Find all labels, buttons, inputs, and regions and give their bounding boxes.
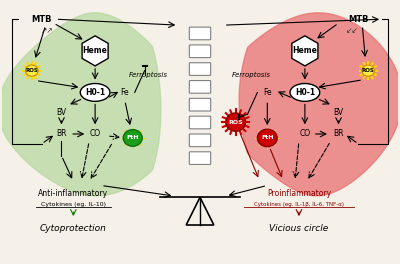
FancyBboxPatch shape bbox=[189, 134, 211, 147]
Text: Vicious circle: Vicious circle bbox=[269, 224, 328, 233]
FancyBboxPatch shape bbox=[189, 63, 211, 76]
FancyBboxPatch shape bbox=[189, 98, 211, 111]
Text: Fe: Fe bbox=[263, 88, 272, 97]
FancyBboxPatch shape bbox=[189, 45, 211, 58]
Text: CO: CO bbox=[90, 129, 101, 139]
Text: BV: BV bbox=[334, 108, 344, 117]
Text: H0-1: H0-1 bbox=[295, 88, 315, 97]
Text: MTB: MTB bbox=[348, 15, 368, 24]
Ellipse shape bbox=[80, 83, 110, 101]
Ellipse shape bbox=[290, 83, 320, 101]
Text: CO: CO bbox=[299, 129, 310, 139]
FancyBboxPatch shape bbox=[189, 152, 211, 164]
Text: FtH: FtH bbox=[126, 135, 139, 140]
Text: ROS: ROS bbox=[362, 68, 375, 73]
Text: Ferroptosis: Ferroptosis bbox=[232, 72, 271, 78]
Text: BV: BV bbox=[56, 108, 66, 117]
Text: Cytoprotection: Cytoprotection bbox=[40, 224, 107, 233]
Ellipse shape bbox=[123, 130, 142, 146]
Text: ROS: ROS bbox=[25, 68, 38, 73]
Ellipse shape bbox=[26, 65, 38, 76]
Text: Cytokines (eg. IL-10): Cytokines (eg. IL-10) bbox=[41, 201, 106, 206]
Text: FtH: FtH bbox=[261, 135, 274, 140]
Text: Proinflammatory: Proinflammatory bbox=[267, 189, 331, 198]
Ellipse shape bbox=[362, 65, 374, 76]
Text: ↗↗: ↗↗ bbox=[41, 27, 54, 36]
Text: Ferroptosis: Ferroptosis bbox=[129, 72, 168, 78]
Text: Heme: Heme bbox=[83, 46, 108, 55]
Text: Anti-inflammatory: Anti-inflammatory bbox=[38, 189, 108, 198]
Ellipse shape bbox=[257, 129, 277, 147]
Text: Heme: Heme bbox=[292, 46, 317, 55]
FancyBboxPatch shape bbox=[189, 27, 211, 40]
Text: BR: BR bbox=[333, 129, 344, 139]
Text: BR: BR bbox=[56, 129, 67, 139]
Text: MTB: MTB bbox=[32, 15, 52, 24]
Text: ROS: ROS bbox=[228, 120, 243, 125]
Ellipse shape bbox=[226, 113, 246, 131]
FancyBboxPatch shape bbox=[189, 116, 211, 129]
Text: ↙↙: ↙↙ bbox=[346, 27, 359, 36]
FancyBboxPatch shape bbox=[189, 81, 211, 93]
Polygon shape bbox=[0, 13, 161, 196]
Text: H0-1: H0-1 bbox=[85, 88, 105, 97]
Text: Fe: Fe bbox=[120, 88, 129, 97]
Polygon shape bbox=[239, 13, 400, 196]
Text: Cytokines (eg. IL-1β, IL-6, TNF-α): Cytokines (eg. IL-1β, IL-6, TNF-α) bbox=[254, 201, 344, 206]
